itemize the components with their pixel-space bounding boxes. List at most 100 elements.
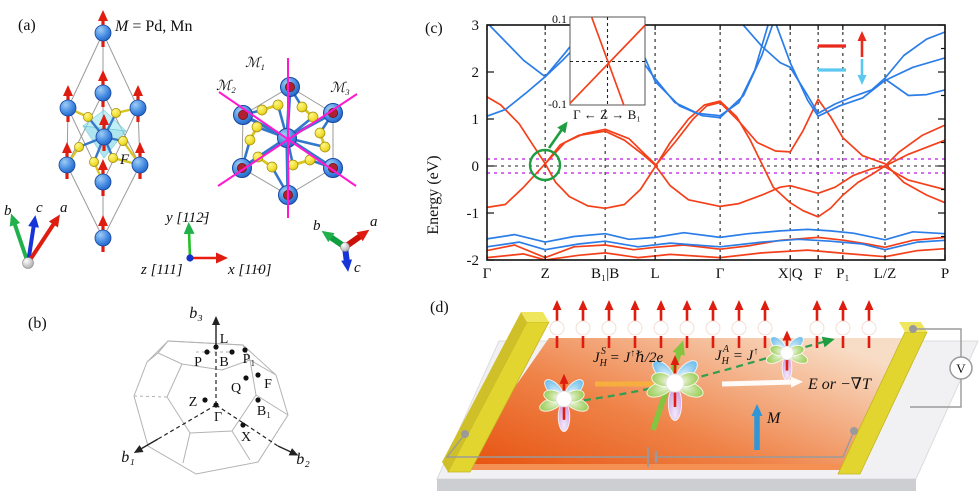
spin-hall-current-label: JHS = J↑ℏ/2e [593, 346, 664, 369]
axis-c-label: c [36, 200, 43, 216]
magnetization-label: M [766, 410, 782, 427]
driving-field-label: E or −∇T [807, 376, 872, 393]
ytick-3: 3 [472, 18, 480, 34]
fluorine-atom [251, 121, 263, 133]
metal-atom [94, 229, 112, 247]
fluorine-atom [266, 161, 278, 173]
metal-atom [95, 128, 113, 146]
bz-label-X: X [241, 430, 251, 445]
ktick-X|Q: X|Q [778, 266, 803, 282]
band-up-4 [884, 166, 945, 191]
bz-label-Z: Z [189, 395, 198, 410]
circuit-wiring [445, 325, 962, 467]
bz-point-X [240, 422, 246, 428]
bz-point-F [255, 372, 261, 378]
bz-label-B₁: B₁ [257, 404, 271, 419]
fluorine-atom [296, 101, 308, 113]
weyl-crossing-circle [528, 148, 562, 182]
metal-atom [94, 24, 112, 42]
bz-label-L: L [220, 332, 229, 347]
axis-a-label: a [370, 214, 378, 230]
bz-label-Q: Q [231, 381, 241, 396]
bz-label-B: B [219, 355, 228, 370]
surface-site [627, 320, 643, 336]
ytick--2: -2 [467, 253, 480, 269]
z-axis-label: z [111] [140, 262, 183, 278]
fluorine-atom [111, 108, 121, 118]
band-down-low-2 [487, 238, 945, 251]
metal-atom [94, 84, 112, 102]
ktick-Z: Z [541, 266, 550, 282]
spin-out-of-plane-icon [284, 82, 295, 93]
metal-atom [94, 173, 112, 191]
band-up-2 [487, 130, 945, 209]
energy-axis-label: Energy (eV) [425, 155, 442, 234]
ktick-Γ: Γ [483, 266, 492, 282]
surface-spin-row [549, 300, 877, 348]
formula-label: M = Pd, Mn [114, 18, 192, 35]
surface-site [757, 320, 773, 336]
bz-label-F: F [264, 377, 272, 392]
panel-d-device-schematic: (d) [430, 299, 979, 491]
ytick--1: -1 [467, 206, 480, 222]
fluorine-atom [272, 99, 284, 111]
surface-site [575, 320, 591, 336]
ktick-Γ: Γ [716, 266, 725, 282]
bz-label-Γ: Γ [214, 410, 222, 425]
surface-site [861, 320, 877, 336]
surface-site [679, 320, 695, 336]
band-inset: 0.1 -0.1 Γ ← Z → B₁ [548, 12, 646, 122]
ktick-P₁: P₁ [836, 266, 850, 282]
panel-b-label: (b) [28, 315, 47, 332]
fluorine-atom [89, 157, 99, 167]
ytick-1: 1 [472, 112, 480, 128]
panel-a-label: (a) [18, 17, 36, 34]
orbital-flower-2 [646, 355, 704, 421]
ktick-B₁|B: B₁|B [591, 266, 619, 282]
axis-triad-left: b c a [4, 200, 68, 269]
ktick-F: F [814, 266, 822, 282]
coordinate-frame: y [112̵] z [111] x [11̵0] [140, 210, 272, 278]
fluorine-atom [244, 134, 256, 146]
fluorine-atom [118, 136, 128, 146]
ktick-L: L [651, 266, 660, 282]
surface-site [731, 320, 747, 336]
band-up-low-1 [487, 236, 945, 259]
fluorine-atom [256, 104, 268, 116]
axis-triad-right: b a c [313, 214, 378, 276]
panel-d-label: (d) [430, 299, 449, 316]
b2-axis-label: b₂ [296, 451, 310, 468]
b1-axis-label: b₁ [121, 449, 135, 466]
fluorine-atom [287, 159, 299, 171]
bz-label-P₁: P₁ [243, 352, 256, 367]
band-up-2b [544, 128, 656, 165]
axis-b-label: b [313, 218, 321, 234]
hexagonal-top-view [217, 58, 358, 218]
fluorine-atom [83, 112, 93, 122]
fluorine-label: F [119, 152, 130, 168]
fluorine-atom [108, 153, 118, 163]
bz-axes [133, 316, 299, 456]
metal-atom [129, 99, 147, 117]
panel-b-brillouin-zone: (b) b₃ b₁ b₂ L P B P₁Q F Z Γ B₁ X [28, 305, 310, 475]
surface-site [653, 320, 669, 336]
surface-site [601, 320, 617, 336]
plot-frame [486, 24, 946, 261]
axis-a-label: a [60, 200, 68, 216]
metal-atom [58, 156, 76, 174]
panel-c-label: (c) [425, 20, 443, 37]
inset-ymax: 0.1 [552, 12, 567, 26]
axis-c-label: c [354, 260, 361, 276]
band-down-low-1 [487, 228, 945, 243]
ytick-0: 0 [472, 159, 480, 175]
spin-out-of-plane-icon [237, 110, 248, 121]
anomalous-hall-current-label: JHA = J↑ [715, 344, 758, 367]
y-axis-label: y [112̵] [164, 210, 210, 226]
band-up-1 [487, 96, 945, 218]
bz-point-Γ [213, 402, 219, 408]
band-down-5 [742, 25, 945, 115]
metal-atom [59, 99, 77, 117]
b3-axis-label: b₃ [189, 305, 203, 322]
